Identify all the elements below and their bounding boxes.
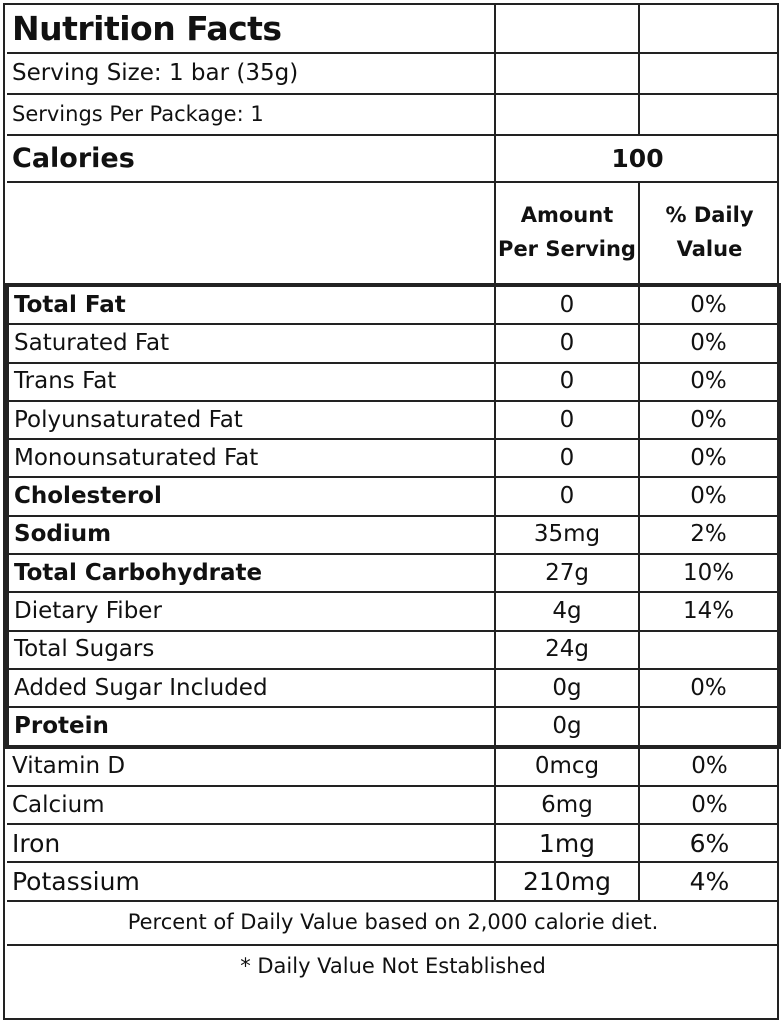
daily-value-note: * Daily Value Not Established — [7, 943, 779, 988]
nutrient-name: Protein — [5, 706, 496, 749]
title-row: Nutrition Facts — [7, 5, 779, 54]
nutrient-name: Dietary Fiber — [5, 591, 496, 632]
nutrient-daily-value — [638, 706, 781, 749]
nutrient-row: Protein 0g — [5, 706, 781, 749]
amount-per-serving-header: Amount Per Serving — [494, 181, 640, 286]
nutrient-row: Dietary Fiber 4g 14% — [5, 591, 781, 632]
nutrient-daily-value — [638, 629, 781, 670]
nutrient-row: Sodium 35mg 2% — [5, 514, 781, 556]
nutrient-amount: 0 — [494, 476, 640, 517]
footnote-row: Percent of Daily Value based on 2,000 ca… — [7, 899, 779, 946]
nutrient-amount: 0 — [494, 399, 640, 441]
nutrient-daily-value: 0% — [638, 667, 781, 709]
nutrient-amount: 0 — [494, 282, 640, 326]
vitamin-daily-value: 0% — [638, 745, 779, 787]
serving-size-row: Serving Size: 1 bar (35g) — [7, 52, 779, 95]
vitamin-row: Potassium 210mg 4% — [7, 861, 779, 902]
vitamin-name: Iron — [7, 823, 496, 864]
vitamin-amount: 6mg — [494, 784, 640, 826]
nutrient-amount: 35mg — [494, 514, 640, 556]
calories-label: Calories — [7, 134, 496, 183]
nutrient-amount: 0g — [494, 667, 640, 709]
nutrient-row: Trans Fat 0 0% — [5, 361, 781, 402]
vitamin-daily-value: 4% — [638, 861, 779, 902]
vitamin-daily-value: 0% — [638, 784, 779, 826]
nutrient-row: Added Sugar Included 0g 0% — [5, 667, 781, 709]
nutrition-facts-label: Nutrition Facts Serving Size: 1 bar (35g… — [3, 3, 781, 1020]
nutrient-name: Sodium — [5, 514, 496, 556]
nutrient-amount: 0g — [494, 706, 640, 749]
empty-cell — [494, 52, 640, 95]
empty-cell — [494, 93, 640, 136]
nutrient-name: Total Carbohydrate — [5, 553, 496, 594]
vitamin-name: Vitamin D — [7, 745, 496, 787]
nutrient-daily-value: 10% — [638, 553, 781, 594]
nutrient-daily-value: 0% — [638, 361, 781, 402]
nutrient-name: Saturated Fat — [5, 323, 496, 364]
nutrient-amount: 4g — [494, 591, 640, 632]
nutrient-row: Polyunsaturated Fat 0 0% — [5, 399, 781, 441]
column-header-row: Amount Per Serving % Daily Value — [7, 181, 779, 286]
vitamin-row: Calcium 6mg 0% — [7, 784, 779, 826]
vitamin-amount: 1mg — [494, 823, 640, 864]
nutrient-row: Total Sugars 24g — [5, 629, 781, 670]
empty-cell — [638, 5, 779, 54]
vitamin-daily-value: 6% — [638, 823, 779, 864]
nutrient-amount: 0 — [494, 323, 640, 364]
empty-cell — [494, 5, 640, 54]
nutrient-daily-value: 0% — [638, 399, 781, 441]
vitamin-name: Potassium — [7, 861, 496, 902]
servings-per-package: Servings Per Package: 1 — [7, 93, 496, 136]
nutrient-name: Added Sugar Included — [5, 667, 496, 709]
nutrient-daily-value: 14% — [638, 591, 781, 632]
nutrient-name: Total Sugars — [5, 629, 496, 670]
serving-size: Serving Size: 1 bar (35g) — [7, 52, 496, 95]
nutrient-daily-value: 0% — [638, 282, 781, 326]
vitamin-amount: 0mcg — [494, 745, 640, 787]
vitamin-row: Iron 1mg 6% — [7, 823, 779, 864]
empty-cell — [7, 181, 496, 286]
calories-row: Calories 100 — [7, 134, 779, 183]
calories-value: 100 — [494, 134, 779, 183]
nutrient-row: Cholesterol 0 0% — [5, 476, 781, 517]
nutrient-daily-value: 0% — [638, 438, 781, 479]
empty-cell — [638, 52, 779, 95]
vitamin-row: Vitamin D 0mcg 0% — [7, 745, 779, 787]
nutrient-amount: 27g — [494, 553, 640, 594]
nutrient-daily-value: 0% — [638, 476, 781, 517]
nutrient-row: Total Carbohydrate 27g 10% — [5, 553, 781, 594]
nutrient-amount: 24g — [494, 629, 640, 670]
nutrient-name: Total Fat — [5, 282, 496, 326]
vitamin-amount: 210mg — [494, 861, 640, 902]
nutrient-row: Saturated Fat 0 0% — [5, 323, 781, 364]
daily-value-note-row: * Daily Value Not Established — [7, 943, 779, 988]
nutrient-row: Monounsaturated Fat 0 0% — [5, 438, 781, 479]
nutrient-name: Cholesterol — [5, 476, 496, 517]
nutrient-name: Polyunsaturated Fat — [5, 399, 496, 441]
nutrient-daily-value: 0% — [638, 323, 781, 364]
nutrition-table: Nutrition Facts Serving Size: 1 bar (35g… — [5, 5, 781, 988]
label-title: Nutrition Facts — [7, 5, 496, 54]
nutrient-amount: 0 — [494, 438, 640, 479]
footnote: Percent of Daily Value based on 2,000 ca… — [7, 899, 779, 946]
daily-value-header: % Daily Value — [638, 181, 779, 286]
nutrient-name: Monounsaturated Fat — [5, 438, 496, 479]
servings-per-package-row: Servings Per Package: 1 — [7, 93, 779, 136]
nutrient-amount: 0 — [494, 361, 640, 402]
vitamin-name: Calcium — [7, 784, 496, 826]
nutrient-daily-value: 2% — [638, 514, 781, 556]
nutrient-name: Trans Fat — [5, 361, 496, 402]
empty-cell — [638, 93, 779, 136]
nutrient-row: Total Fat 0 0% — [5, 282, 781, 326]
